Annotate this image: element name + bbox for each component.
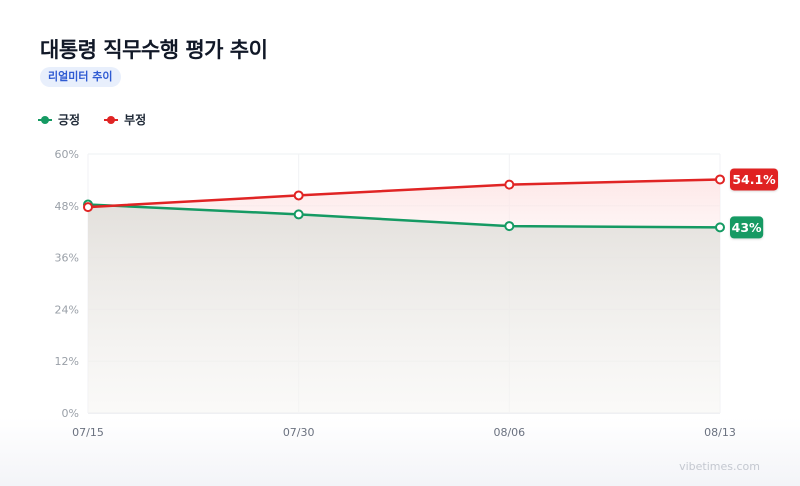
data-point-positive (715, 222, 725, 233)
data-point-positive (293, 209, 304, 220)
legend-item-positive: 긍정 (38, 111, 80, 128)
x-tick-label: 08/06 (493, 426, 525, 439)
legend: 긍정 부정 (38, 111, 146, 128)
legend-label-positive: 긍정 (58, 113, 81, 127)
legend-label-negative: 부정 (124, 113, 147, 127)
area-positive (88, 204, 720, 413)
x-tick-label: 07/15 (72, 426, 104, 439)
y-tick-label: 48% (55, 200, 79, 213)
legend-swatch-positive (38, 115, 52, 125)
end-label-negative: 54.1% (730, 168, 778, 191)
legend-item-negative: 부정 (104, 111, 146, 128)
series-line-negative (87, 178, 721, 209)
y-tick-label: 36% (55, 252, 79, 265)
end-label-positive: 43% (730, 216, 764, 239)
end-label-positive-text: 43% (732, 220, 762, 235)
watermark: vibetimes.com (679, 460, 760, 473)
area-gap (88, 179, 720, 228)
x-tick-label: 08/13 (704, 426, 736, 439)
y-tick-label: 24% (55, 303, 79, 316)
legend-swatch-negative (104, 115, 119, 125)
y-tick-label: 0% (62, 407, 79, 420)
data-point-negative (715, 174, 725, 185)
end-label-negative-bg (730, 168, 778, 191)
x-tick-label: 07/30 (283, 426, 315, 439)
series-line-positive (87, 203, 721, 229)
data-point-positive (504, 221, 515, 232)
chart-title: 대통령 직무수행 평가 추이 (40, 38, 268, 62)
source-badge: 리얼미터 추이 (40, 67, 121, 87)
data-point-negative (504, 179, 515, 190)
end-label-positive-bg (730, 216, 764, 239)
data-point-negative (83, 202, 93, 213)
y-tick-label: 12% (55, 355, 79, 368)
data-point-negative (293, 190, 304, 201)
end-label-negative-text: 54.1% (732, 172, 776, 187)
y-tick-label: 60% (55, 148, 79, 161)
